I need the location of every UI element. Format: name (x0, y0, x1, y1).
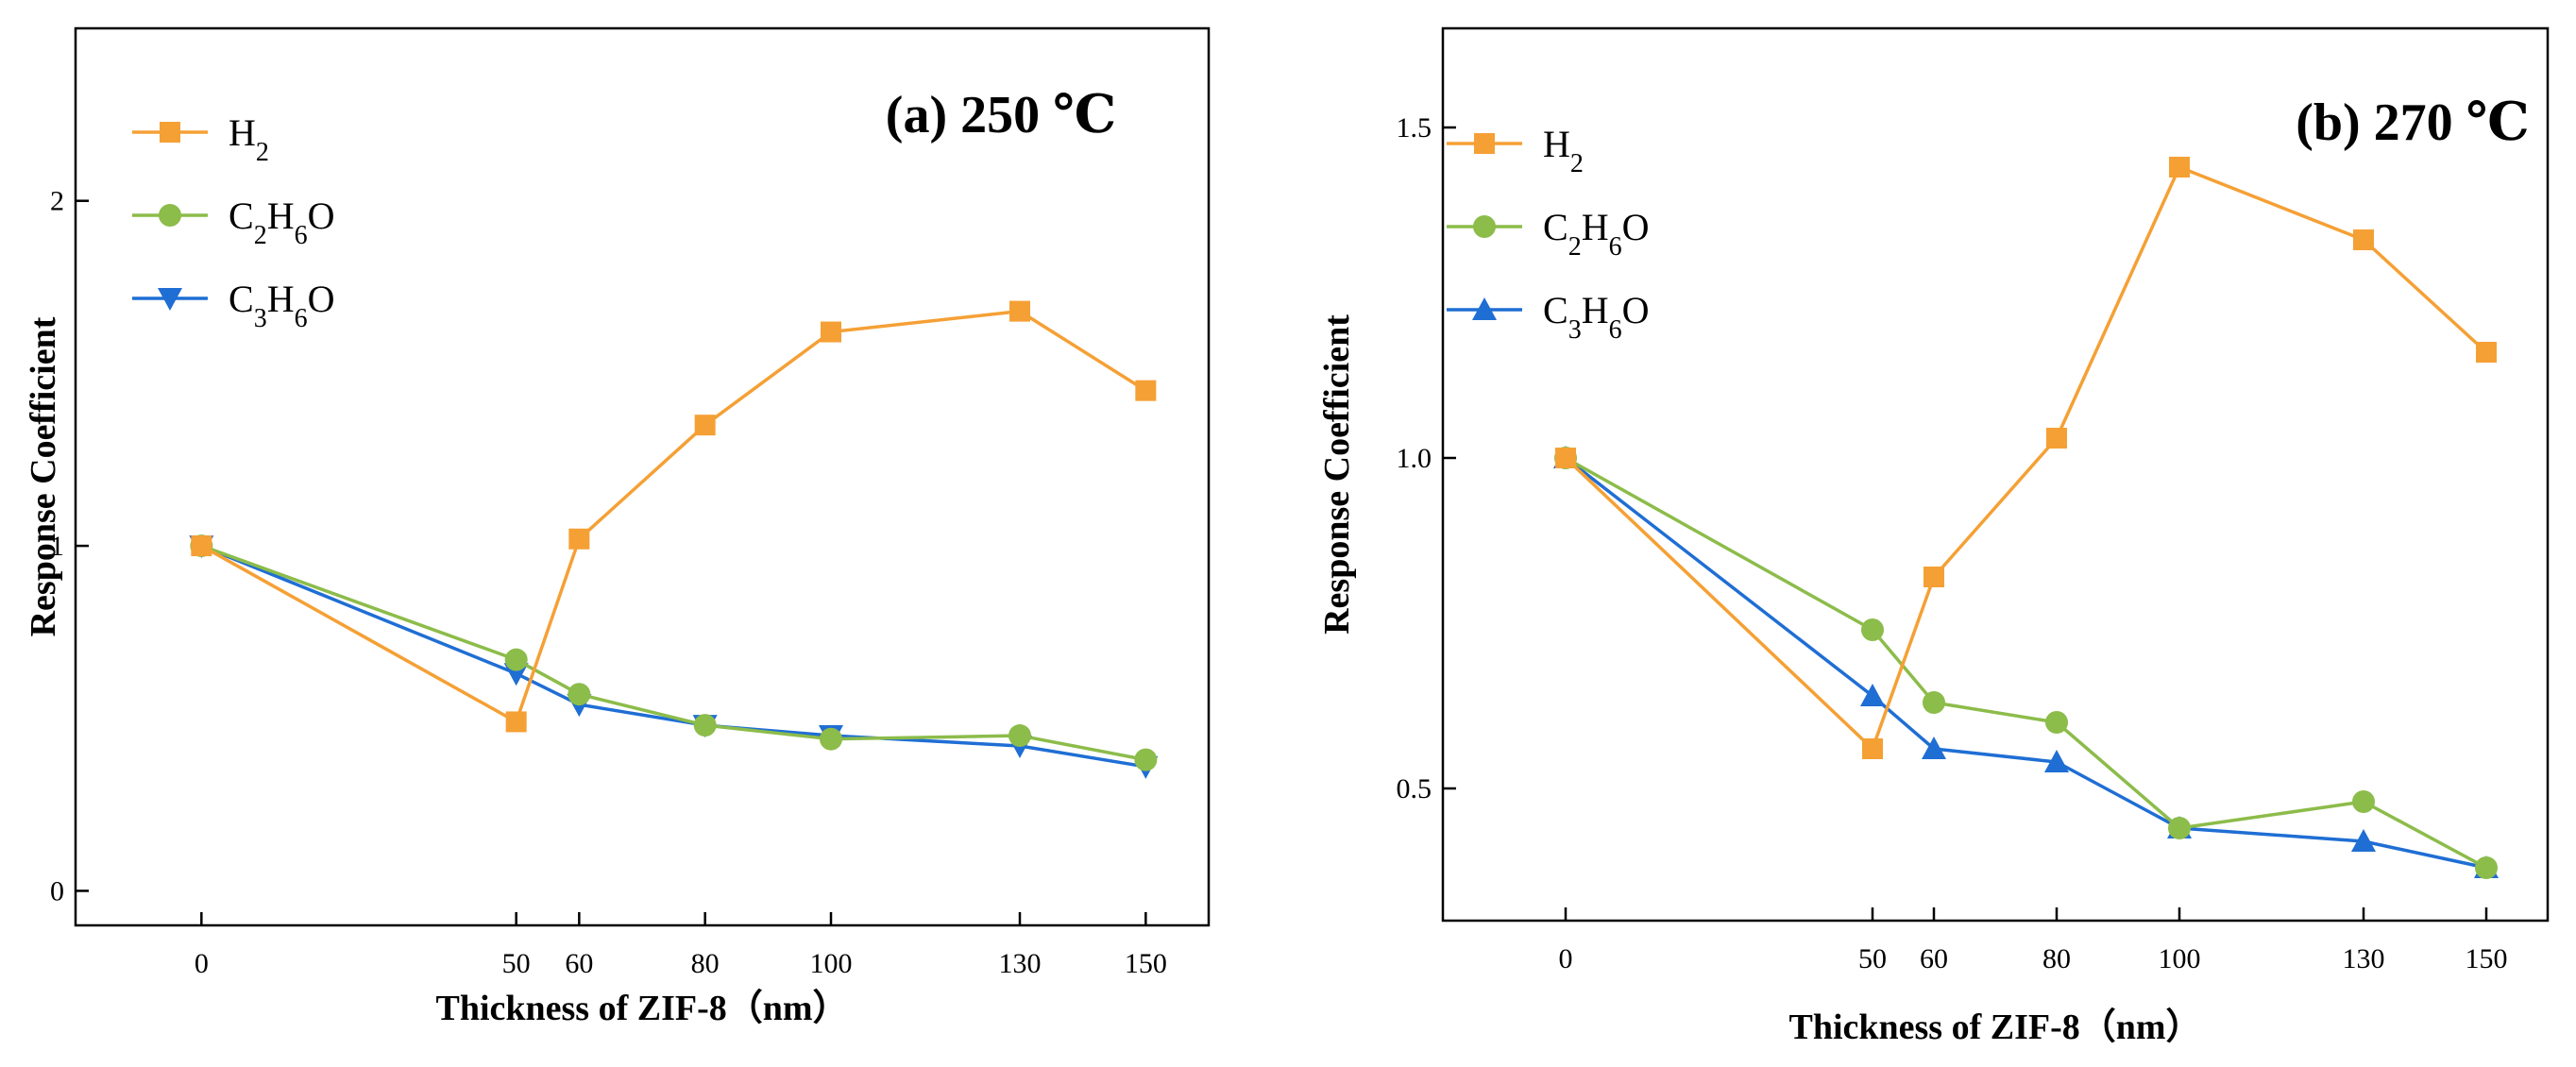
y-tick-label: 0 (50, 875, 64, 906)
data-point (1135, 380, 1157, 401)
data-point (2476, 342, 2497, 363)
data-point (1555, 448, 1576, 468)
data-point (2351, 829, 2376, 852)
series-0 (191, 300, 1157, 733)
data-point (505, 711, 527, 733)
x-tick-label: 60 (1920, 943, 1948, 974)
data-point (2475, 856, 2498, 879)
x-tick-label: 150 (2466, 943, 2508, 974)
data-point (504, 648, 528, 671)
legend-label: C2H6O (229, 195, 334, 250)
x-tick-label: 130 (2343, 943, 2385, 974)
data-point (2352, 790, 2375, 813)
legend-entry: C3H6O (132, 278, 334, 333)
series-line (1565, 456, 2487, 870)
data-point (2168, 817, 2191, 839)
series-line (1564, 165, 2488, 751)
data-point (2353, 229, 2374, 250)
legend-marker (158, 288, 182, 311)
series-0 (1555, 157, 2497, 759)
data-point (1862, 738, 1883, 759)
panel-title: (a) 250 ℃ (886, 86, 1116, 144)
data-point (1134, 748, 1158, 771)
chart-panel-a: 0 50 60 80 100 130 150 0 1 2 Thickness of ZIF-8（nm… (24, 26, 1211, 1028)
legend-label: H2 (1543, 123, 1584, 178)
legend-marker (1472, 297, 1497, 320)
data-point (568, 528, 590, 550)
series-line (200, 544, 1146, 762)
series-line (200, 309, 1147, 724)
y-axis-label: Response Coefficient (1317, 314, 1357, 635)
legend-label: H2 (229, 111, 269, 167)
x-tick-label: 130 (999, 948, 1042, 979)
data-point (694, 415, 716, 436)
x-tick-label: 60 (565, 948, 593, 979)
legend-marker (160, 122, 180, 143)
legend-label: C3H6O (229, 278, 334, 333)
series-line (200, 544, 1146, 769)
y-tick-label: 1.0 (1397, 443, 1432, 474)
legend-marker (1474, 133, 1495, 154)
legend-label: C2H6O (1543, 206, 1649, 262)
x-tick-label: 100 (2159, 943, 2201, 974)
legend-entry: H2 (132, 111, 269, 167)
panel-title: (b) 270 ℃ (2296, 93, 2530, 152)
data-point (1922, 737, 1946, 759)
legend-marker (159, 204, 181, 227)
x-axis-label: Thickness of ZIF-8（nm） (1788, 1008, 2201, 1047)
y-axis-label: Response Coefficient (24, 316, 63, 636)
x-tick-label: 50 (1858, 943, 1887, 974)
data-point (2169, 157, 2190, 178)
data-point (693, 714, 717, 737)
data-point (1924, 567, 1944, 587)
data-point (1861, 618, 1884, 641)
legend-entry: H2 (1447, 123, 1584, 178)
chart-panel-b: 0 50 60 80 100 130 150 0.5 1.0 1.5 Thickness of ZI… (1317, 26, 2550, 1047)
plot-frame (1441, 26, 2550, 923)
series-1 (1554, 447, 2498, 879)
y-tick-label: 2 (50, 186, 64, 217)
y-tick-label: 1 (50, 531, 64, 562)
x-tick-label: 0 (1559, 943, 1573, 974)
data-point (2044, 750, 2069, 772)
plot-frame (74, 26, 1211, 927)
legend-marker (1473, 215, 1496, 238)
legend-entry: C2H6O (132, 195, 334, 250)
x-tick-label: 0 (195, 948, 209, 979)
series-1 (190, 534, 1158, 771)
x-tick-label: 80 (691, 948, 720, 979)
legend-entry: C2H6O (1447, 206, 1649, 262)
data-point (191, 535, 212, 557)
x-tick-label: 100 (810, 948, 853, 979)
x-tick-label: 50 (502, 948, 531, 979)
data-point (821, 321, 841, 343)
data-point (1008, 724, 1031, 748)
data-point (820, 727, 842, 751)
data-point (1923, 691, 1945, 714)
data-point (1860, 684, 1885, 706)
data-point (2045, 711, 2068, 734)
data-point (568, 683, 591, 706)
series-2 (1553, 446, 2499, 878)
series-line (1564, 456, 2487, 870)
x-axis-label: Thickness of ZIF-8（nm） (435, 989, 848, 1028)
legend-label: C3H6O (1543, 289, 1649, 345)
legend-entry: C3H6O (1447, 289, 1649, 345)
data-point (2046, 428, 2067, 449)
x-tick-label: 80 (2042, 943, 2071, 974)
x-tick-label: 150 (1125, 948, 1167, 979)
y-tick-label: 0.5 (1397, 773, 1432, 804)
data-point (1009, 300, 1030, 322)
y-tick-label: 1.5 (1397, 112, 1432, 144)
